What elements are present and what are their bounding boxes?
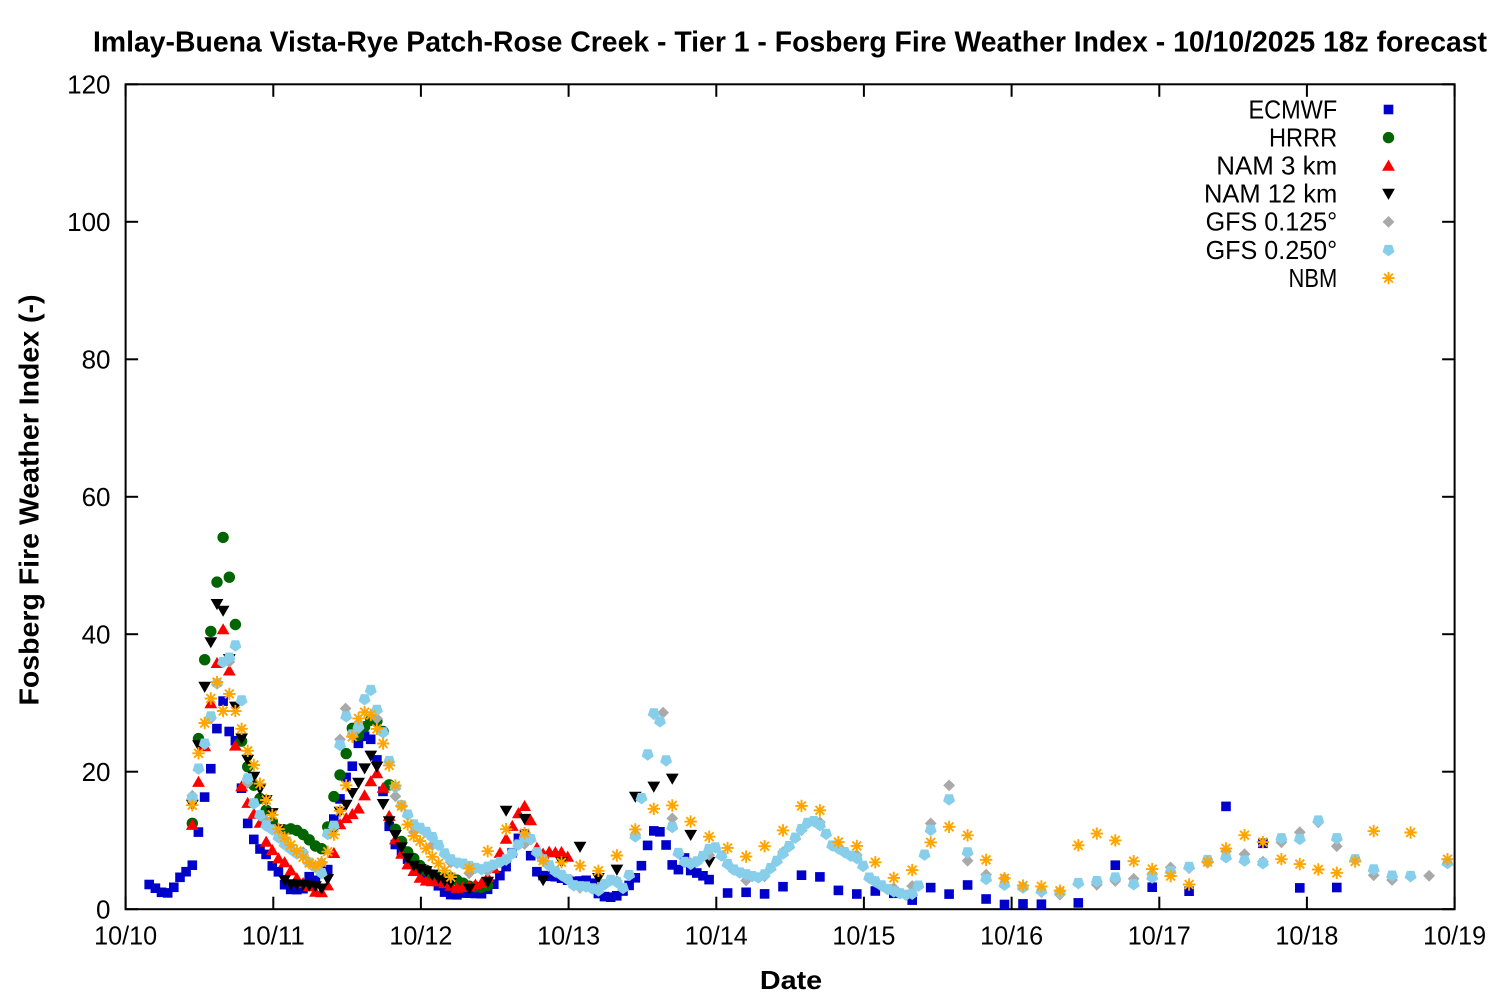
svg-text:10/18: 10/18 [1275, 921, 1338, 951]
svg-text:Date: Date [760, 965, 822, 995]
svg-text:10/13: 10/13 [537, 921, 600, 951]
svg-text:20: 20 [82, 757, 111, 787]
svg-text:ECMWF: ECMWF [1249, 94, 1338, 124]
svg-text:10/15: 10/15 [832, 921, 895, 951]
svg-text:10/10: 10/10 [94, 921, 157, 951]
svg-text:Imlay-Buena Vista-Rye Patch-Ro: Imlay-Buena Vista-Rye Patch-Rose Creek -… [93, 27, 1487, 59]
svg-text:60: 60 [82, 482, 111, 512]
svg-text:10/12: 10/12 [389, 921, 452, 951]
svg-text:80: 80 [82, 345, 111, 375]
svg-text:100: 100 [67, 207, 110, 237]
svg-text:10/19: 10/19 [1423, 921, 1486, 951]
svg-text:NBM: NBM [1289, 263, 1338, 293]
svg-text:10/14: 10/14 [685, 921, 748, 951]
svg-text:40: 40 [82, 619, 111, 649]
svg-text:HRRR: HRRR [1269, 122, 1337, 152]
svg-text:0: 0 [96, 894, 110, 924]
svg-text:120: 120 [67, 70, 110, 100]
svg-text:GFS 0.250°: GFS 0.250° [1206, 235, 1338, 265]
svg-text:Fosberg Fire Weather Index (-): Fosberg Fire Weather Index (-) [14, 295, 45, 706]
svg-text:NAM 12 km: NAM 12 km [1204, 179, 1337, 209]
svg-text:NAM 3 km: NAM 3 km [1216, 151, 1337, 181]
svg-text:GFS 0.125°: GFS 0.125° [1206, 207, 1338, 237]
svg-text:10/11: 10/11 [242, 921, 305, 951]
svg-text:10/16: 10/16 [980, 921, 1043, 951]
svg-text:10/17: 10/17 [1128, 921, 1191, 951]
